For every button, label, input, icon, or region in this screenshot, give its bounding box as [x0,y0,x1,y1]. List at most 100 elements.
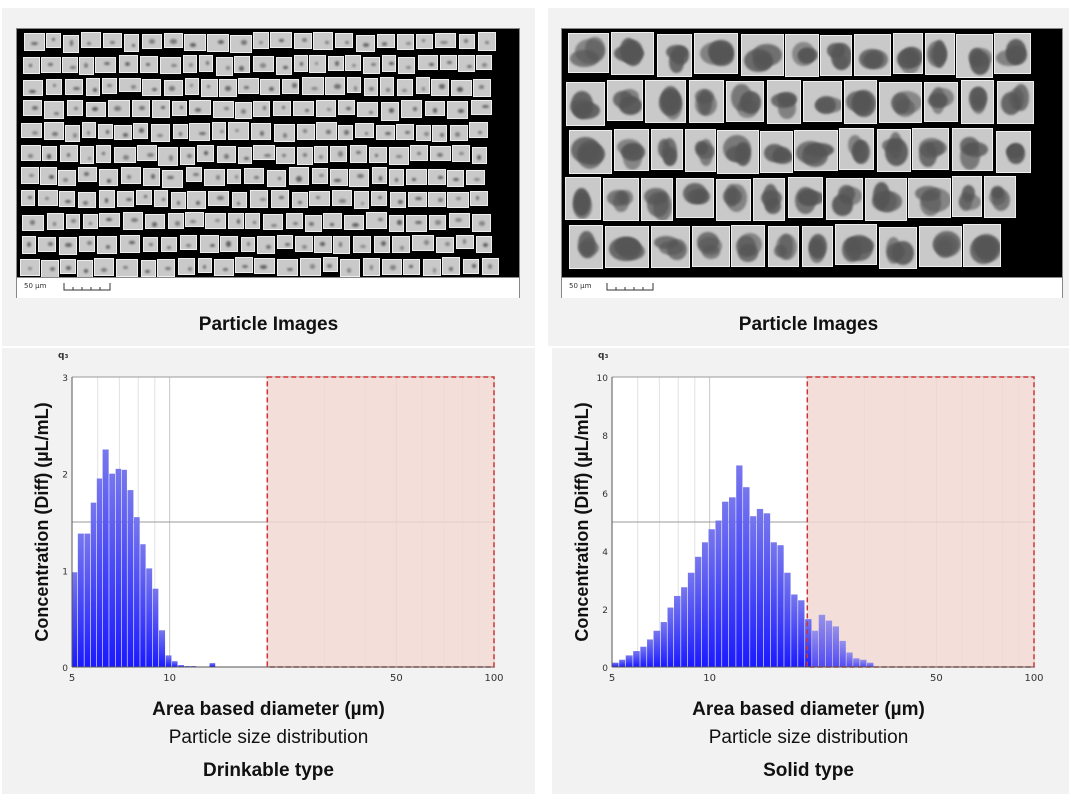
right-particle-thumb [767,226,800,268]
left-particle-thumb [457,54,475,72]
right-type-label: Solid type [763,760,854,781]
right-particle-thumb [996,80,1034,124]
left-particle-thumb [465,169,486,185]
left-particle-thumb [40,167,57,185]
left-particle-thumb [22,99,43,116]
left-particle-thumb [302,77,324,95]
left-particle-thumb [331,189,353,206]
left-particle-thumb [44,122,64,141]
left-particle-thumb [432,124,447,143]
left-particle-thumb [334,33,353,49]
left-particle-thumb [21,235,36,254]
left-particle-thumb [97,123,114,139]
right-particle-thumb [835,224,877,266]
left-particle-thumb [21,167,40,184]
right-particle-thumb [995,130,1032,173]
left-particle-thumb [199,235,220,253]
left-particle-thumb [327,55,344,72]
right-bar [818,614,826,667]
left-particle-thumb [256,236,275,255]
left-particle-thumb [116,259,138,277]
right-particle-thumb [607,80,643,121]
left-particle-thumb [81,32,101,49]
left-particle-thumb [142,33,163,50]
right-bar [619,659,626,667]
left-particle-thumb [260,79,281,96]
left-particle-thumb [381,259,402,275]
left-particle-thumb [363,78,379,96]
left-particle-thumb [338,100,355,115]
left-particle-thumb [79,146,95,164]
right-x-tick-label: 100 [1024,673,1043,684]
left-particle-thumb [114,124,132,140]
left-particle-thumb [123,34,140,52]
left-particle-thumb [207,33,230,53]
left-particle-thumb [470,191,488,207]
left-particle-thumb [216,146,237,163]
left-bar [90,502,97,667]
right-particle-thumb [994,33,1032,75]
left-particle-thumb [400,100,422,119]
left-particle-thumb [371,167,388,185]
right-particle-thumb [960,80,995,124]
right-particle-thumb [568,225,604,269]
right-x-tick-label: 5 [609,673,615,684]
right-scale-ruler [606,283,654,291]
left-particle-thumb [447,101,468,119]
right-particle-thumb [717,130,759,174]
left-particle-thumb [254,257,275,275]
left-particle-thumb [429,145,452,161]
left-particle-thumb [349,145,368,163]
left-particle-thumb [309,54,326,74]
right-particle-thumb [951,128,994,171]
left-particle-thumb [21,122,42,139]
left-particle-thumb [315,100,336,117]
left-particle-thumb [227,213,244,229]
left-particle-thumb [102,32,122,48]
left-particle-thumb [316,122,338,141]
left-particle-thumb [388,214,404,232]
right-particle-thumb [802,226,834,267]
left-particle-thumb [355,34,375,52]
left-particle-thumb [276,146,296,164]
left-particle-thumb [447,169,465,187]
right-scale-label: 50 µm [569,282,592,290]
right-bar [701,542,708,667]
left-particle-thumb [228,122,250,140]
left-particle-thumb [135,189,152,205]
left-particle-thumb [324,77,345,96]
left-particle-thumb [299,258,321,276]
left-particle-thumb [375,124,396,141]
left-particle-thumb [253,32,270,49]
left-particle-thumb [288,167,309,186]
left-bar [134,517,140,667]
left-particle-thumb [81,122,97,139]
left-particle-thumb [304,214,322,232]
right-particle-thumb [923,81,959,123]
right-bar [805,619,812,667]
right-particle-thumb [604,225,649,268]
right-highlight-region [807,377,1034,667]
left-particle-thumb [482,257,500,275]
left-particle-thumb [95,56,117,73]
left-y-tick-label: 3 [62,374,68,384]
right-particle-thumb [843,80,877,124]
right-size-distribution-chart: 0 2 4 6 8 10 5 10 50 100 q₃ Concentration (Diff) (µ… [572,351,1044,684]
left-particle-thumb [472,214,491,232]
left-particle-thumb [463,259,480,274]
left-particle-thumb [424,101,446,116]
left-particle-thumb [410,144,429,162]
right-particle-thumb [726,81,765,123]
left-particle-thumb [82,214,98,230]
left-particle-thumb [160,236,178,253]
left-particle-thumb [270,32,292,49]
left-particle-thumb [215,57,234,76]
left-particle-thumb [297,124,316,141]
right-particle-thumb [693,32,738,74]
right-particle-thumb [876,129,911,172]
left-particle-thumb [201,78,218,98]
left-particle-thumb [132,100,151,117]
left-particle-thumb [422,259,442,277]
left-y-tick-label: 1 [62,567,68,577]
left-particle-thumb [369,146,387,164]
